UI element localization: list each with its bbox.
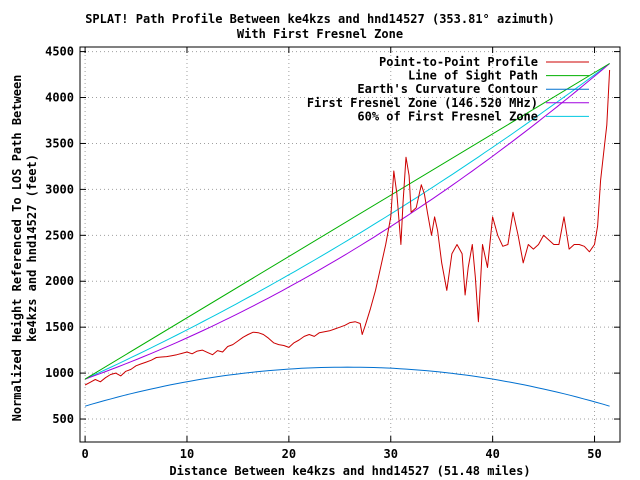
plot-frame (79, 46, 621, 443)
line-of-sight-path-line (84, 63, 610, 380)
legend-label-point-to-point-profile: Point-to-Point Profile (379, 55, 538, 69)
y-tick-label: 3000 (45, 182, 74, 196)
legend-label-line-of-sight-path: Line of Sight Path (408, 69, 538, 83)
y-tick-label: 2500 (45, 228, 74, 242)
y-tick-label: 3500 (45, 136, 74, 150)
first-fresnel-zone-line (84, 63, 610, 380)
y-tick-label: 4500 (45, 45, 74, 59)
sixty-percent-fresnel-zone-line (84, 63, 610, 380)
x-tick-label: 10 (180, 447, 194, 461)
chart-subtitle: With First Fresnel Zone (236, 27, 404, 41)
x-tick-label: 20 (282, 447, 296, 461)
x-tick-label: 0 (81, 447, 88, 461)
x-axis-label: Distance Between ke4kzs and hnd14527 (51… (169, 464, 531, 478)
x-tick-label: 50 (587, 447, 601, 461)
curves (84, 63, 611, 407)
legend-label-first-fresnel-zone: First Fresnel Zone (146.520 MHz) (307, 96, 538, 110)
y-tick-label: 500 (52, 412, 74, 426)
legend-label-earth-curvature-contour: Earth's Curvature Contour (357, 82, 538, 96)
y-tick-label: 2000 (45, 274, 74, 288)
legend-label-sixty-percent-fresnel-zone: 60% of First Fresnel Zone (357, 109, 538, 123)
ticks: 0 10 20 30 40 50 500 1000 1500 2000 2500 3000 3500 40… (45, 45, 620, 461)
point-to-point-profile-line (84, 69, 611, 386)
y-tick-label: 1000 (45, 366, 74, 380)
x-tick-label: 40 (485, 447, 499, 461)
x-tick-label: 30 (384, 447, 398, 461)
y-tick-label: 4000 (45, 91, 74, 105)
chart-title: SPLAT! Path Profile Between ke4kzs and h… (85, 12, 555, 26)
earth-curvature-contour-line (84, 366, 610, 407)
y-tick-label: 1500 (45, 320, 74, 334)
